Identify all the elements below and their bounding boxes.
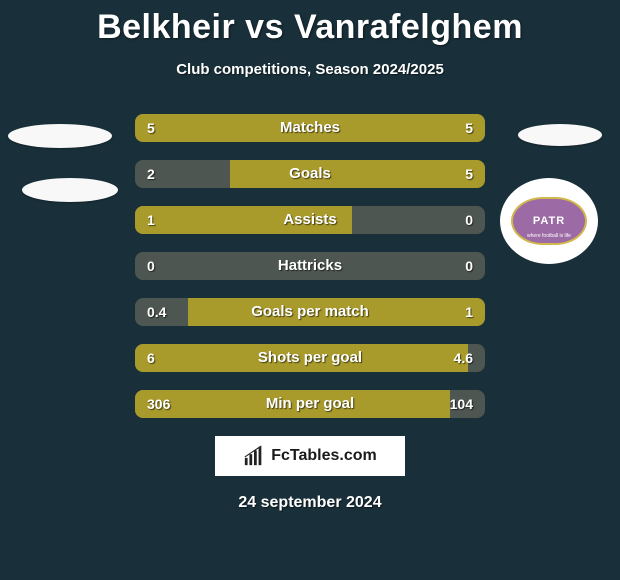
stat-value-left: 5: [147, 114, 155, 142]
stat-row: Matches5 5: [135, 114, 485, 142]
subtitle: Club competitions, Season 2024/2025: [0, 61, 620, 78]
stat-row: Hattricks0 0: [135, 252, 485, 280]
stats-container: Matches55Goals25Assists10Hattricks00Goal…: [0, 114, 620, 418]
stat-label: Hattricks: [135, 252, 485, 280]
stat-row: Goals per match0.4 1: [135, 298, 485, 326]
stat-value-left: 6: [147, 344, 155, 372]
stat-value-right: 0: [465, 206, 473, 234]
page-title: Belkheir vs Vanrafelghem: [0, 0, 620, 47]
club-badge-right: PATRwhere football is life: [500, 178, 598, 264]
stat-label: Min per goal: [135, 390, 485, 418]
club-badge-sublabel: where football is life: [527, 233, 571, 239]
stat-value-right: 0: [465, 252, 473, 280]
stat-value-right: 104: [450, 390, 473, 418]
club-badge-left: [22, 178, 118, 202]
stat-label: Goals per match: [135, 298, 485, 326]
stat-row: Goals2 5: [135, 160, 485, 188]
stat-label: Goals: [135, 160, 485, 188]
stat-value-right: 1: [465, 298, 473, 326]
club-badge-right: [518, 124, 602, 146]
date-label: 24 september 2024: [0, 494, 620, 512]
stat-value-right: 5: [465, 114, 473, 142]
stat-value-left: 0: [147, 252, 155, 280]
stat-value-right: 5: [465, 160, 473, 188]
stat-row: Min per goal306 104: [135, 390, 485, 418]
stat-label: Shots per goal: [135, 344, 485, 372]
club-badge-label: PATRwhere football is life: [511, 197, 587, 245]
stat-value-right: 4.6: [454, 344, 473, 372]
stat-label: Assists: [135, 206, 485, 234]
watermark: FcTables.com: [215, 436, 405, 476]
stat-label: Matches: [135, 114, 485, 142]
bars-icon: [243, 445, 265, 467]
stat-row: Assists1 0: [135, 206, 485, 234]
watermark-text: FcTables.com: [271, 447, 377, 465]
club-badge-left: [8, 124, 112, 148]
stat-value-left: 306: [147, 390, 170, 418]
stat-value-left: 2: [147, 160, 155, 188]
stat-row: Shots per goal6 4.6: [135, 344, 485, 372]
stat-value-left: 0.4: [147, 298, 166, 326]
stat-value-left: 1: [147, 206, 155, 234]
